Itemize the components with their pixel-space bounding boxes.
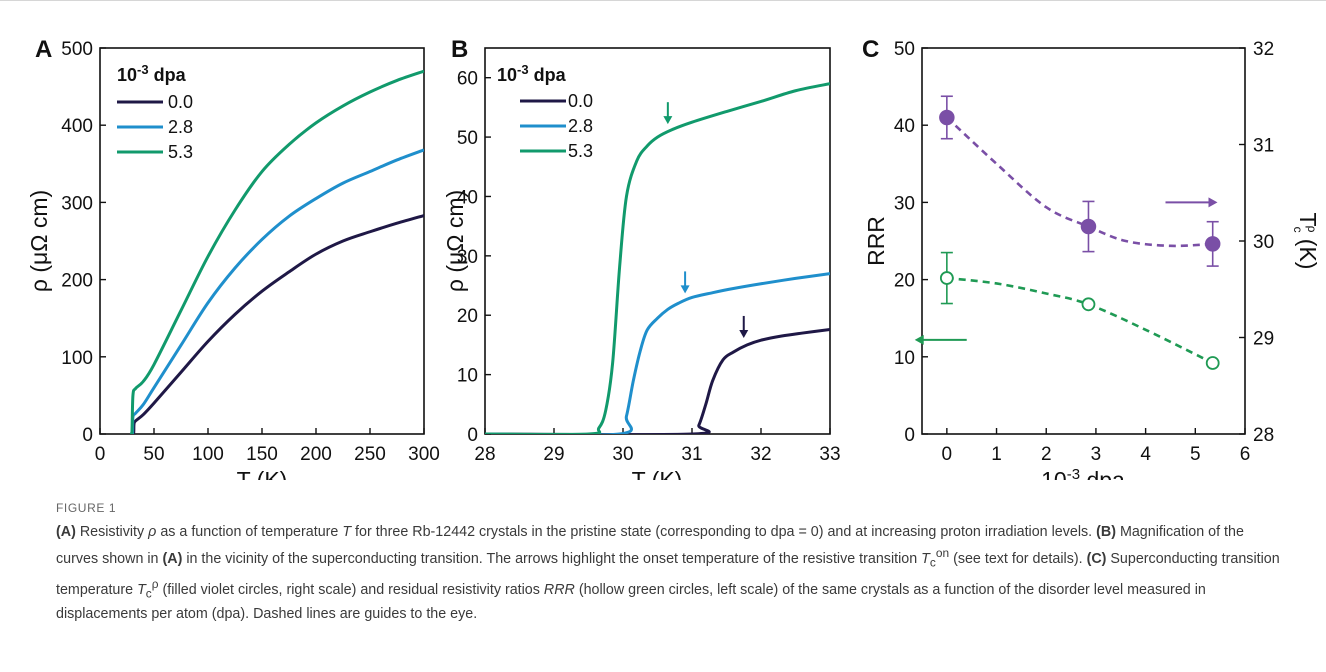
panel-c-frame <box>921 47 1246 435</box>
panel-a-line-2.8 <box>130 148 424 434</box>
panel-b-ytick-label: 50 <box>457 128 478 149</box>
panel-c-ylabel: RRR <box>863 216 889 266</box>
panel-a-ylabel: ρ (μΩ cm) <box>26 190 52 292</box>
panel-b-ytick-label: 60 <box>457 69 478 90</box>
panel-c-guide-Tc <box>945 116 1213 248</box>
panel-b-ylabel: ρ (μΩ cm) <box>442 190 468 292</box>
panel-a-chart: 0 50 100 150 200 250 300 0 100 200 300 400 500 T (K)… <box>26 39 440 480</box>
panel-c-xtick-label: 6 <box>1240 444 1251 465</box>
panel-a-xtick-label: 150 <box>246 444 278 465</box>
panel-b-frame <box>484 47 831 435</box>
figure-label: FIGURE 1 <box>56 501 117 515</box>
panel-a-legend-label-1: 2.8 <box>168 117 193 137</box>
panel-c-y2tick-label: 32 <box>1253 39 1274 60</box>
panel-a-xtick-label: 100 <box>192 444 224 465</box>
panel-c-ytick-label: 30 <box>894 193 915 214</box>
panel-a-line-0.0 <box>130 214 424 434</box>
onset-arrow-head-5.3 <box>663 116 673 125</box>
panel-b-ytick-label: 40 <box>457 187 478 208</box>
panel-c-y2tick-label: 31 <box>1253 136 1274 157</box>
panel-c-ytick-label: 10 <box>894 348 915 369</box>
panel-c-ytick-label: 40 <box>894 116 915 137</box>
panel-c-ytick-label: 0 <box>904 425 915 446</box>
panel-c-point-RRR <box>1081 297 1096 312</box>
panel-c-xlabel: 10-3 dpa <box>1041 466 1125 480</box>
panel-b-xtick-label: 33 <box>819 444 840 465</box>
panel-b-legend-title: 10-3 dpa <box>497 62 567 85</box>
panel-b-legend: 10-3 dpa 0.0 2.8 5.3 <box>497 62 593 161</box>
panel-c-xtick-label: 5 <box>1190 444 1201 465</box>
panel-b-ytick-label: 20 <box>457 306 478 327</box>
panel-c-ytick-label: 50 <box>894 39 915 60</box>
panel-a-line-5.3 <box>128 69 424 434</box>
panel-c-xtick-label: 1 <box>991 444 1002 465</box>
panel-a-ytick-label: 300 <box>61 193 93 214</box>
panel-a-label: A <box>35 36 52 63</box>
caption-text: (A) Resistivity ρ as a function of tempe… <box>56 524 1280 623</box>
panel-c-y2label: Tcρ (K) <box>1291 213 1321 270</box>
panel-c-guide-RRR <box>946 276 1214 365</box>
figure-caption: FIGURE 1 (A) Resistivity ρ as a function… <box>56 498 1286 625</box>
panel-a-xtick-label: 250 <box>354 444 386 465</box>
panel-c-chart: 0 1 2 3 4 5 6 0 10 20 30 40 50 28 29 30 31 32 10-3 dpa RR… <box>863 39 1321 480</box>
panel-c-label: C <box>862 36 879 63</box>
panel-c-point-RRR <box>939 271 954 285</box>
panel-a-legend-label-2: 5.3 <box>168 142 193 162</box>
panel-b-xtick-label: 32 <box>750 444 771 465</box>
panel-b-line-0.0 <box>485 327 830 434</box>
panel-b-ytick-label: 10 <box>457 366 478 387</box>
panel-b-legend-label-2: 5.3 <box>568 141 593 161</box>
panel-b-xtick-label: 28 <box>474 444 495 465</box>
panel-c-xtick-label: 2 <box>1041 444 1052 465</box>
panel-a-xlabel: T (K) <box>237 467 288 480</box>
panel-c-point-Tc <box>939 109 955 126</box>
axis-arrow-left-head <box>914 334 924 345</box>
panel-c-xtick-label: 3 <box>1091 444 1102 465</box>
top-divider <box>0 0 1326 1</box>
axis-arrow-right-head <box>1208 197 1218 208</box>
panel-a-ytick-label: 500 <box>61 39 93 60</box>
onset-arrow-head-0.0 <box>739 329 749 338</box>
panel-b-legend-label-0: 0.0 <box>568 91 593 111</box>
panel-b-xlabel: T (K) <box>632 467 683 480</box>
panel-c-y2tick-label: 30 <box>1253 232 1274 253</box>
panel-b-xtick-label: 29 <box>543 444 564 465</box>
panel-b-ytick-label: 30 <box>457 247 478 268</box>
panel-a-xtick-label: 50 <box>143 444 164 465</box>
panel-b-ytick-label: 0 <box>467 425 478 446</box>
panel-b-xtick-label: 30 <box>612 444 633 465</box>
panel-a-ytick-label: 200 <box>61 271 93 292</box>
panel-c-xtick-label: 4 <box>1140 444 1151 465</box>
panel-c-point-Tc <box>1204 236 1221 252</box>
panel-a-legend-title: 10-3 dpa <box>117 62 187 85</box>
panel-a-xtick-label: 0 <box>95 444 106 465</box>
figure-panels: A B C 0 50 100 150 200 250 3000100200300400500… <box>26 36 1321 480</box>
panel-b-chart: 28 29 30 31 32 33 0 10 20 30 40 50 60 T (K) ρ (μΩ cm… <box>442 47 841 480</box>
panel-c-point-Tc <box>1080 218 1097 235</box>
panel-c-y2tick-label: 28 <box>1253 425 1274 446</box>
panel-a-ytick-label: 100 <box>61 348 93 369</box>
panel-a-legend: 10-3 dpa 0.0 2.8 5.3 <box>117 62 193 162</box>
panel-b-legend-label-1: 2.8 <box>568 116 593 136</box>
panel-a-xtick-label: 300 <box>408 444 440 465</box>
panel-b-label: B <box>451 36 468 63</box>
panel-c-xtick-label: 0 <box>942 444 953 465</box>
panel-c-ytick-label: 20 <box>894 271 915 292</box>
panel-a-ytick-label: 400 <box>61 116 93 137</box>
panel-c-point-RRR <box>1205 356 1220 370</box>
panel-b-line-2.8 <box>485 272 830 434</box>
panel-b-xtick-label: 31 <box>681 444 702 465</box>
onset-arrow-head-2.8 <box>680 285 690 294</box>
panel-c-y2tick-label: 29 <box>1253 329 1274 350</box>
panel-b-line-5.3 <box>485 82 830 434</box>
panel-a-xtick-label: 200 <box>300 444 332 465</box>
panel-a-legend-label-0: 0.0 <box>168 92 193 112</box>
panel-a-ytick-label: 0 <box>82 425 93 446</box>
